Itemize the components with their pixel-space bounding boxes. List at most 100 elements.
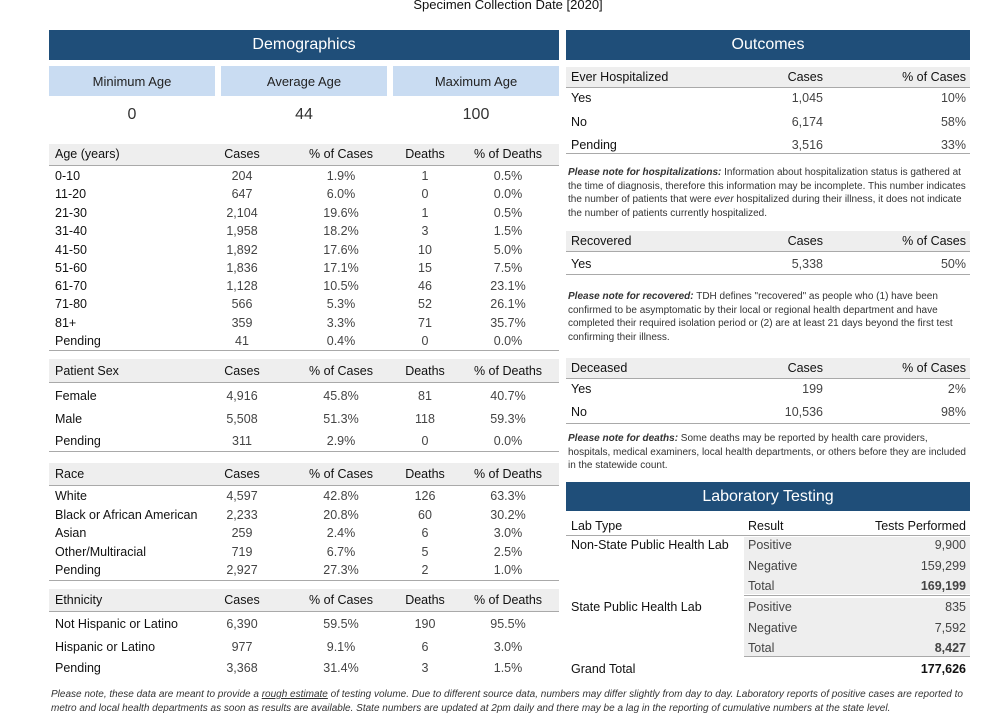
age-col-cases: Cases: [224, 147, 260, 161]
race-col-cases: Cases: [224, 467, 260, 481]
ethnicity-row-pct-cases: 31.4%: [323, 661, 359, 675]
race-row-pct-deaths: 3.0%: [493, 526, 523, 540]
lab-tests-value: 159,299: [920, 559, 966, 573]
age-row-deaths: 71: [418, 316, 432, 330]
ethnicity-row-deaths: 190: [414, 617, 436, 631]
hospitalized-title: Ever Hospitalized: [571, 70, 669, 84]
age-row-deaths: 1: [421, 169, 429, 183]
hospitalized-col-cases: Cases: [787, 70, 823, 84]
race-row-label: Black or African American: [55, 508, 198, 522]
sex-group-rule: [49, 432, 559, 452]
sex-row-pct-deaths: 0.0%: [493, 434, 523, 448]
deaths-note: Please note for deaths: Some deaths may …: [568, 433, 966, 471]
ethnicity-row-label: Hispanic or Latino: [55, 640, 156, 654]
race-title: Race: [55, 467, 85, 481]
lab-col-tests: Tests Performed: [874, 519, 966, 533]
sex-row-pct-cases: 51.3%: [323, 412, 359, 426]
min-age-card: Minimum Age: [49, 66, 215, 96]
race-row-pct-cases: 20.8%: [323, 508, 359, 522]
age-row-cases: 1,958: [226, 224, 258, 238]
age-row-label: 31-40: [55, 224, 87, 238]
race-row-cases: 4,597: [226, 489, 258, 503]
age-row-deaths: 0: [421, 187, 429, 201]
recovered-col-pct: % of Cases: [902, 234, 966, 248]
age-row-deaths: 15: [418, 261, 432, 275]
deceased-group-rule: [566, 401, 970, 424]
age-row-deaths: 0: [421, 334, 429, 348]
lab-testing-header: Laboratory Testing: [566, 482, 970, 511]
age-col-deaths: Deaths: [405, 147, 445, 161]
sex-header-bar: [49, 359, 559, 383]
age-row-cases: 204: [231, 169, 253, 183]
race-row-deaths: 60: [418, 508, 432, 522]
ethnicity-row-pct-deaths: 3.0%: [493, 640, 523, 654]
race-col-pct-deaths: % of Deaths: [473, 467, 543, 481]
max-age-value: 100: [462, 106, 490, 123]
race-row-cases: 259: [231, 526, 253, 540]
age-row-pct-cases: 17.6%: [323, 243, 359, 257]
race-row-pct-cases: 2.4%: [326, 526, 356, 540]
age-row-label: 0-10: [55, 169, 81, 183]
age-header-bar: [49, 144, 559, 166]
race-row-deaths: 6: [421, 526, 429, 540]
lab-header-rule: [566, 516, 970, 536]
sex-row-label: Female: [55, 389, 97, 403]
sex-row-label: Male: [55, 412, 83, 426]
lab-result-shade: [744, 537, 970, 594]
ethnicity-row-pct-cases: 9.1%: [326, 640, 356, 654]
age-row-pct-cases: 6.0%: [326, 187, 356, 201]
age-row-label: 11-20: [55, 187, 87, 201]
age-row-pct-cases: 10.5%: [323, 279, 359, 293]
deceased-row-cases: 199: [802, 382, 823, 396]
hospitalized-row-cases: 1,045: [791, 91, 823, 105]
lab-state-rule: [744, 637, 970, 657]
age-row-pct-cases: 3.3%: [326, 316, 356, 330]
hospitalized-row-cases: 6,174: [791, 115, 823, 129]
race-col-deaths: Deaths: [405, 467, 445, 481]
race-row-pct-cases: 27.3%: [323, 563, 359, 577]
age-row-pct-cases: 19.6%: [323, 206, 359, 220]
age-row-label: 21-30: [55, 206, 87, 220]
deceased-row-cases: 10,536: [784, 405, 823, 419]
sex-row-cases: 5,508: [226, 412, 258, 426]
age-row-label: 61-70: [55, 279, 87, 293]
sex-col-cases: Cases: [224, 364, 260, 378]
hospitalized-row-label: No: [571, 115, 587, 129]
lab-tests-value: 7,592: [934, 621, 966, 635]
age-row-pct-cases: 5.3%: [326, 297, 356, 311]
race-row-label: Pending: [55, 563, 101, 577]
min-age-value: 0: [127, 106, 137, 123]
ethnicity-row-cases: 3,368: [226, 661, 258, 675]
age-row-pct-deaths: 26.1%: [490, 297, 526, 311]
page-title: Specimen Collection Date [2020]: [413, 0, 603, 12]
age-row-cases: 2,104: [226, 206, 258, 220]
sex-col-deaths: Deaths: [405, 364, 445, 378]
race-row-deaths: 5: [421, 545, 429, 559]
age-row-label: 41-50: [55, 243, 87, 257]
sex-col-pct-deaths: % of Deaths: [473, 364, 543, 378]
deceased-col-pct: % of Cases: [902, 361, 966, 375]
race-row-cases: 719: [231, 545, 253, 559]
race-row-cases: 2,927: [226, 563, 258, 577]
age-col-pct-deaths: % of Deaths: [473, 147, 543, 161]
age-row-cases: 1,892: [226, 243, 258, 257]
hospitalized-row-pct: 33%: [940, 138, 966, 152]
race-row-deaths: 2: [421, 563, 429, 577]
sex-row-label: Pending: [55, 434, 101, 448]
age-row-cases: 566: [231, 297, 253, 311]
ethnicity-header-bar: [49, 589, 559, 612]
lab-col-type: Lab Type: [571, 519, 623, 533]
recovered-title: Recovered: [571, 234, 632, 248]
age-row-pct-deaths: 0.0%: [493, 187, 523, 201]
hospitalized-note: Please note for hospitalizations: Inform…: [568, 167, 966, 219]
ethnicity-row-pct-deaths: 1.5%: [493, 661, 523, 675]
avg-age-value: 44: [295, 106, 313, 123]
race-row-pct-deaths: 63.3%: [490, 489, 526, 503]
deceased-row-pct: 2%: [947, 382, 966, 396]
lab-result-label: Total: [748, 641, 775, 655]
age-row-pct-deaths: 0.5%: [493, 169, 523, 183]
sex-row-pct-deaths: 40.7%: [490, 389, 526, 403]
age-row-cases: 647: [231, 187, 253, 201]
lab-result-label: Positive: [748, 538, 792, 552]
deceased-row-label: Yes: [571, 382, 592, 396]
